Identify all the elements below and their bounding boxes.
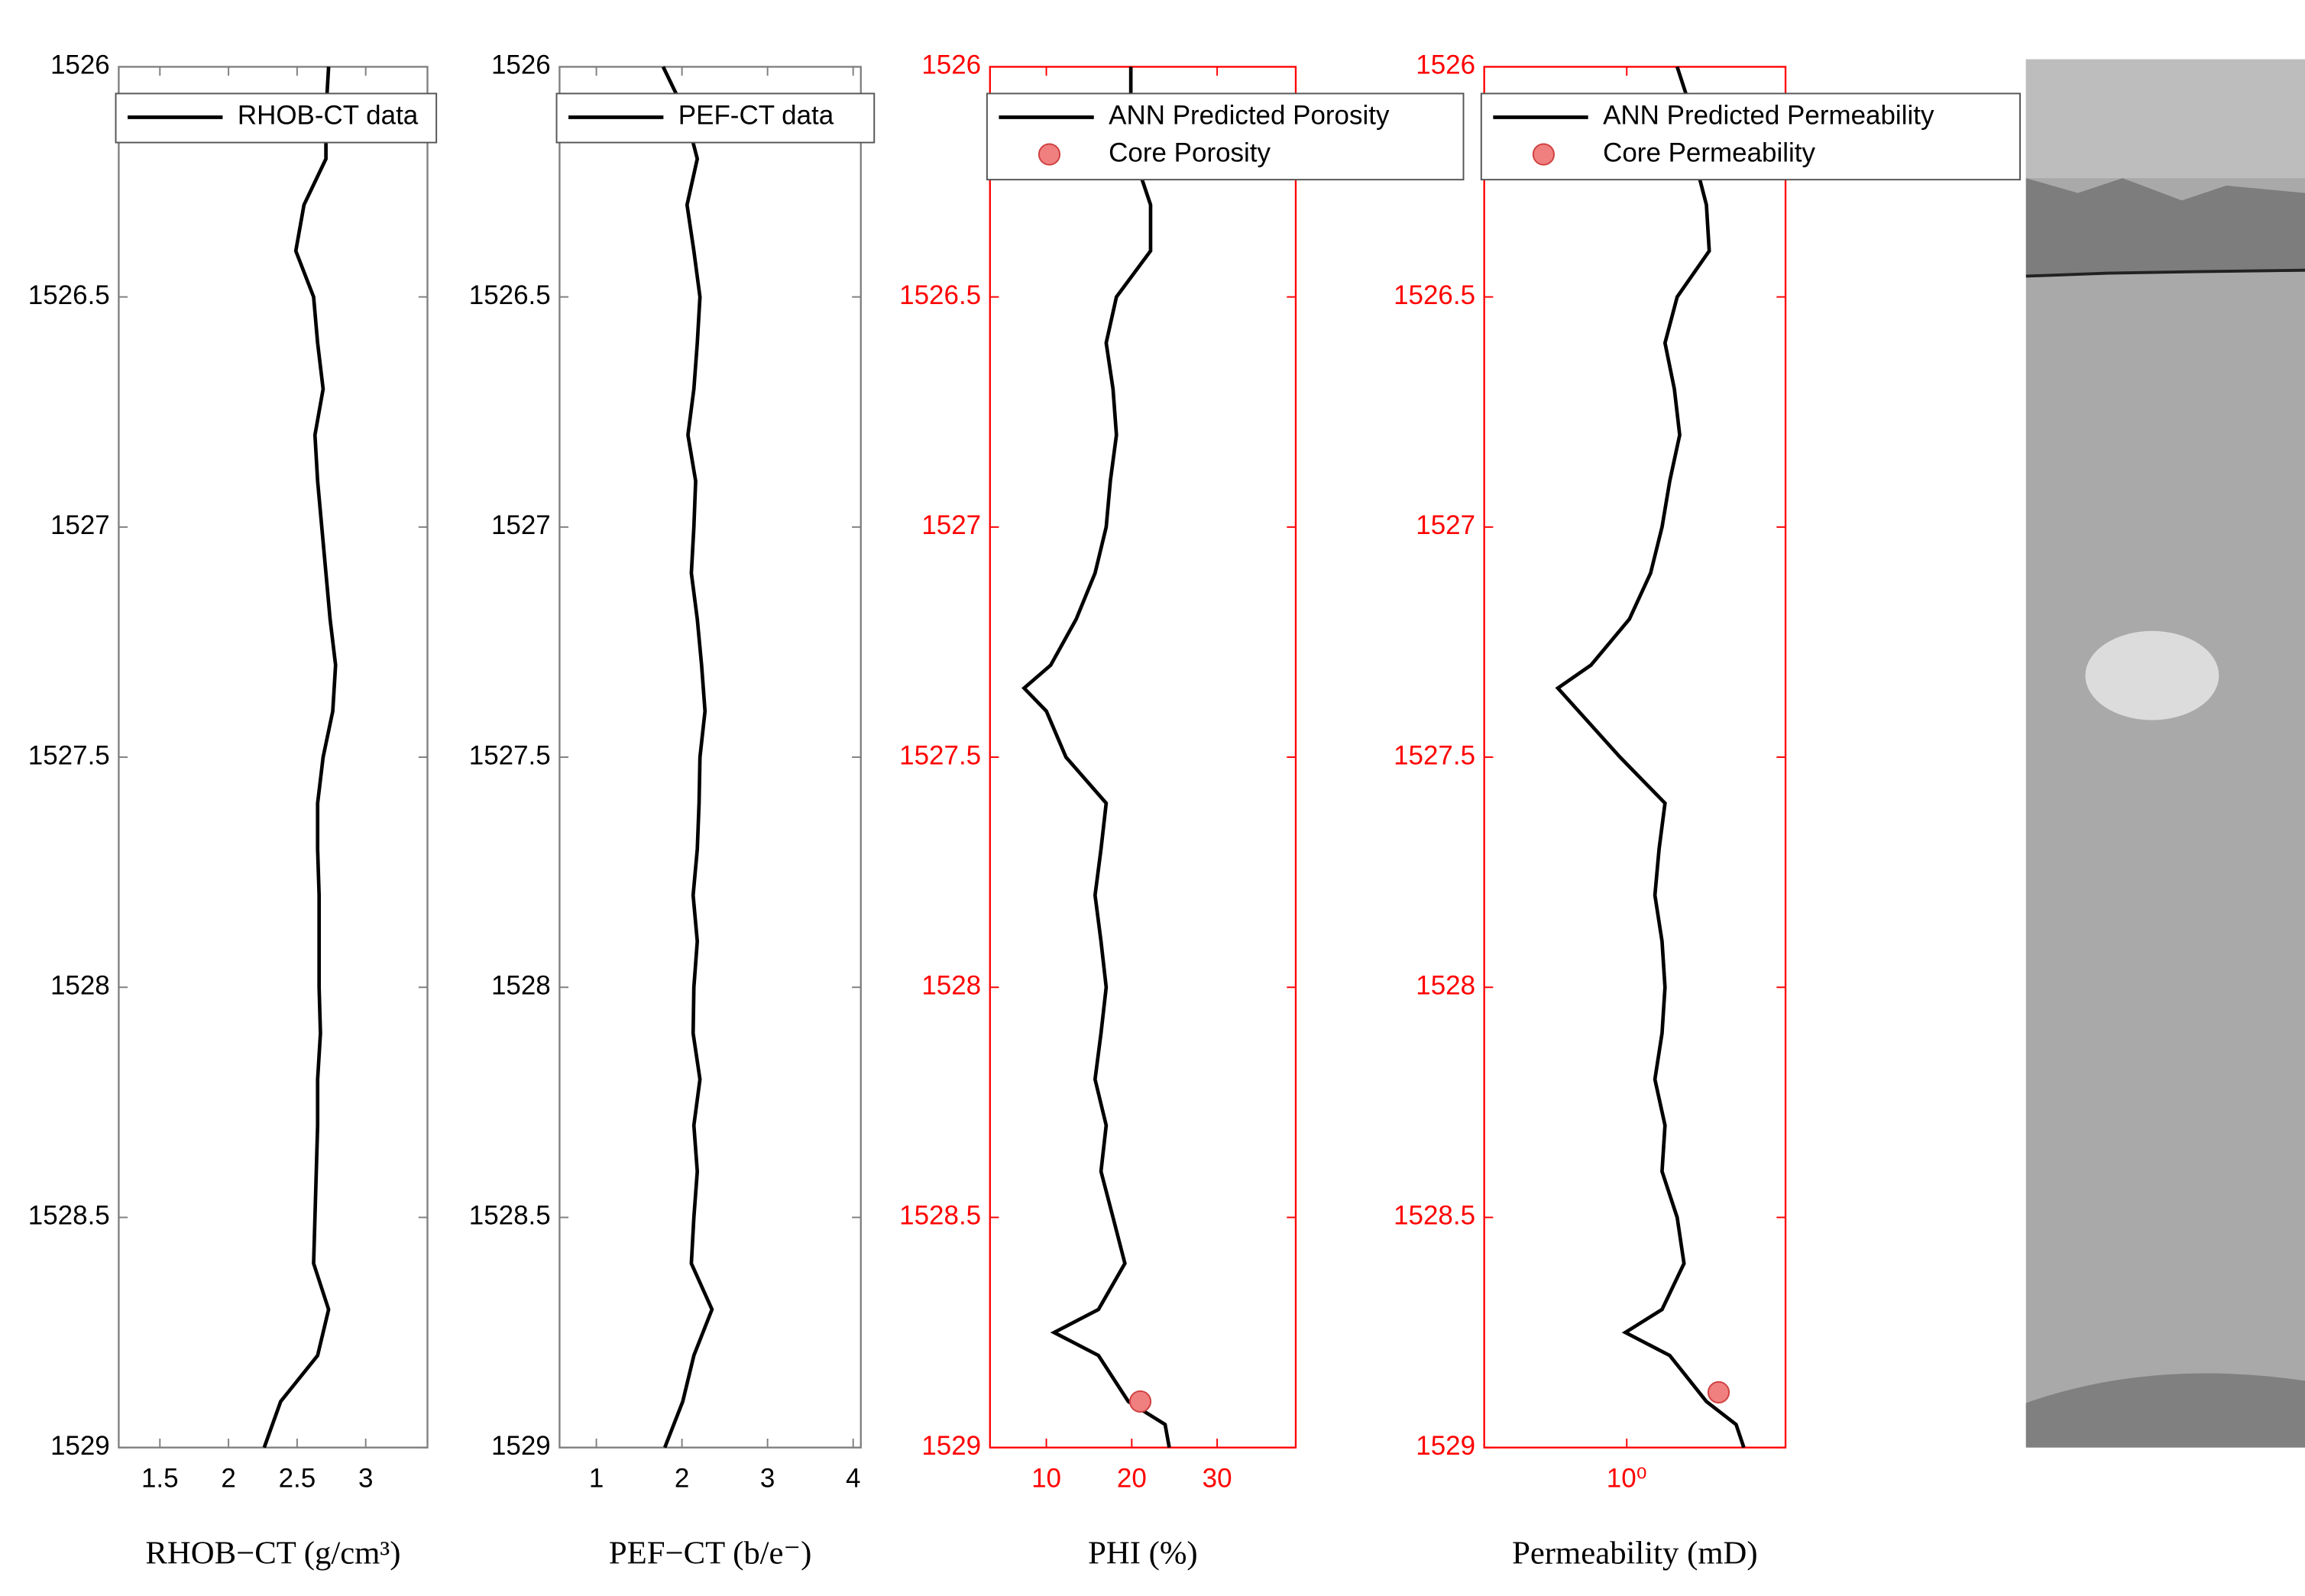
y-tick-label: 1528	[921, 970, 981, 1000]
core-bottom	[2025, 1373, 2305, 1448]
y-tick-label: 1528.5	[899, 1201, 981, 1231]
y-tick-label: 1528	[491, 970, 551, 1000]
x-axis-label: Permeability (mD)	[1512, 1535, 1758, 1571]
legend-box	[1480, 92, 2021, 181]
y-tick-label: 1527	[921, 510, 981, 540]
x-tick-label: 2	[221, 1464, 235, 1494]
x-tick-label: 20	[1117, 1464, 1147, 1494]
legend: RHOB-CT data	[115, 92, 438, 144]
y-tick-label: 1527.5	[28, 740, 110, 770]
x-tick-label: 30	[1203, 1464, 1232, 1494]
log-curve	[262, 66, 338, 1449]
y-tick-label: 1526	[491, 50, 551, 80]
legend-label: ANN Predicted Porosity	[1109, 101, 1390, 131]
y-tick-label: 1529	[1416, 1431, 1475, 1461]
legend: ANN Predicted Permeability Core Permeabil…	[1480, 92, 2021, 181]
x-tick-label: 3	[760, 1464, 775, 1494]
y-tick-label: 1527.5	[899, 740, 981, 770]
y-tick-label: 1526	[1416, 50, 1475, 80]
legend: ANN Predicted Porosity Core Porosity	[986, 92, 1465, 181]
core-clast	[2085, 630, 2219, 720]
x-tick-label: 3	[358, 1464, 373, 1494]
legend-box	[986, 92, 1465, 181]
x-tick-label: 10	[1031, 1464, 1061, 1494]
y-tick-label: 1529	[921, 1431, 981, 1461]
legend-label: ANN Predicted Permeability	[1603, 101, 1934, 131]
x-tick-label: 1.5	[141, 1464, 179, 1494]
x-tick-label: 2	[675, 1464, 689, 1494]
panel: 1526 1526.5 1527 1527.5 1528 1528.5 1529 1.5 2 2.…	[28, 50, 438, 1571]
legend-marker	[1532, 143, 1555, 166]
y-tick-label: 1528	[50, 970, 110, 1000]
y-tick-label: 1528.5	[28, 1201, 110, 1231]
y-tick-label: 1527	[491, 510, 551, 540]
y-tick-label: 1526.5	[28, 280, 110, 310]
legend-label: RHOB-CT data	[238, 101, 419, 131]
y-tick-label: 1527.5	[1394, 740, 1475, 770]
panel: 1526 1526.5 1527 1527.5 1528 1528.5 1529 1 2 3 4 PE…	[469, 50, 876, 1571]
y-tick-label: 1527	[1416, 510, 1475, 540]
plot-frame	[118, 66, 429, 1449]
x-tick-label: 2.5	[279, 1464, 316, 1494]
core-crack	[2025, 268, 2305, 278]
plot-frame	[1483, 66, 1787, 1449]
legend-label: Core Permeability	[1603, 138, 1815, 167]
x-tick-label: 1	[589, 1464, 604, 1494]
core-photo	[2025, 59, 2305, 1448]
log-curve	[661, 66, 714, 1449]
legend-marker	[1038, 143, 1061, 166]
x-axis-label: PEF−CT (b/e⁻)	[609, 1535, 811, 1571]
y-tick-label: 1526.5	[899, 280, 981, 310]
x-axis-label: PHI (%)	[1088, 1535, 1198, 1571]
y-tick-label: 1527.5	[469, 740, 551, 770]
panel: 1526 1526.5 1527 1527.5 1528 1528.5 1529 10 20 30…	[899, 50, 1465, 1571]
y-tick-label: 1528.5	[1394, 1201, 1475, 1231]
core-dark-band	[2025, 178, 2305, 275]
plot-frame	[989, 66, 1297, 1449]
y-tick-label: 1526	[50, 50, 110, 80]
y-tick-label: 1528.5	[469, 1201, 551, 1231]
x-axis-label: RHOB−CT (g/cm³)	[145, 1535, 400, 1571]
core-top	[2025, 59, 2305, 179]
log-curve	[1555, 66, 1746, 1449]
core-point	[1128, 1390, 1152, 1413]
legend-label: PEF-CT data	[678, 101, 834, 131]
x-tick-label: 4	[846, 1464, 860, 1494]
panel: 1526 1526.5 1527 1527.5 1528 1528.5 1529 10⁰ Per…	[1394, 50, 2021, 1571]
legend-label: Core Porosity	[1109, 138, 1271, 167]
core-point	[1707, 1381, 1730, 1403]
legend: PEF-CT data	[555, 92, 876, 144]
y-tick-label: 1526.5	[469, 280, 551, 310]
plot-frame	[558, 66, 862, 1449]
log-curve	[1021, 66, 1171, 1449]
core-image	[2025, 59, 2305, 1448]
y-tick-label: 1526	[921, 50, 981, 80]
x-tick-label: 10⁰	[1607, 1464, 1647, 1494]
y-tick-label: 1529	[50, 1431, 110, 1461]
y-tick-label: 1529	[491, 1431, 551, 1461]
y-tick-label: 1528	[1416, 970, 1475, 1000]
y-tick-label: 1526.5	[1394, 280, 1475, 310]
y-tick-label: 1527	[50, 510, 110, 540]
